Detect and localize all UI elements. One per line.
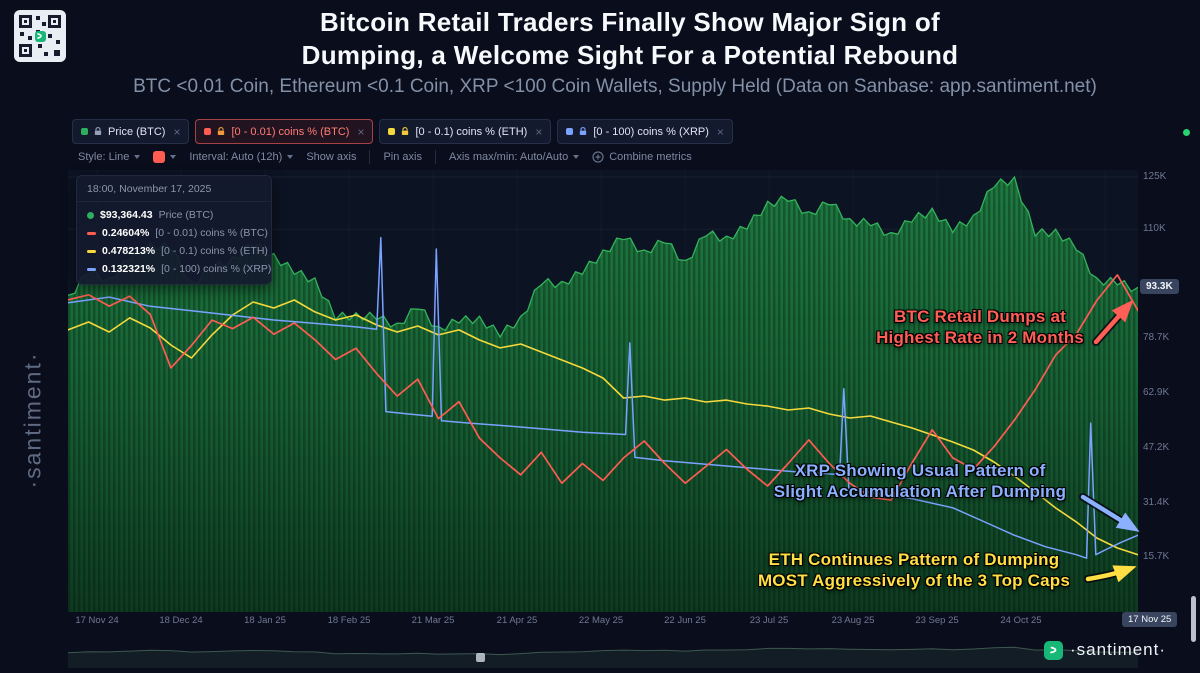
santiment-footer-text: ·santiment·	[1070, 640, 1167, 659]
current-date-badge: 17 Nov 25	[1122, 612, 1178, 627]
tab-label: [0 - 0.01) coins % (BTC)	[231, 125, 350, 138]
divider	[435, 150, 436, 164]
lock-icon	[402, 127, 409, 135]
lock-icon	[94, 127, 102, 135]
btc-series-marker	[87, 231, 96, 235]
metric-color-dot	[566, 128, 574, 135]
color-swatch	[153, 151, 166, 163]
metric-tabs: Price (BTC) × [0 - 0.01) coins % (BTC) ×…	[72, 119, 733, 144]
y-axis-tick: 62.9K	[1143, 387, 1170, 398]
tooltip-row-price: $93,364.43 Price (BTC)	[77, 206, 271, 224]
lock-icon	[218, 127, 225, 135]
annotation-eth-dumping: ETH Continues Pattern of Dumping MOST Ag…	[757, 550, 1071, 590]
y-axis-tick: 15.7K	[1143, 551, 1170, 562]
chevron-down-icon	[134, 155, 141, 159]
tab-xrp-retail-supply[interactable]: [0 - 100) coins % (XRP) ×	[557, 119, 733, 144]
page-title-line2: Dumping, a Welcome Sight For a Potential…	[301, 40, 959, 70]
y-axis-tick: 125K	[1143, 171, 1167, 182]
x-axis-tick: 23 Aug 25	[831, 615, 875, 626]
lock-icon	[580, 127, 587, 135]
close-icon[interactable]: ×	[357, 124, 365, 139]
x-axis-tick: 23 Jul 25	[749, 615, 789, 626]
current-price-badge: 93.3K	[1140, 279, 1179, 294]
combine-metrics-button[interactable]: Combine metrics	[592, 151, 692, 163]
color-picker[interactable]	[153, 151, 177, 163]
vertical-scrollbar[interactable]	[1191, 596, 1196, 642]
annotation-btc-dump: BTC Retail Dumps at Highest Rate in 2 Mo…	[876, 307, 1084, 347]
scrubber-handle[interactable]	[476, 653, 485, 662]
tab-price-btc[interactable]: Price (BTC) ×	[72, 119, 190, 144]
metric-color-dot	[81, 128, 88, 135]
interval-dropdown[interactable]: Interval: Auto (12h)	[189, 151, 294, 163]
y-axis-tick: 47.2K	[1143, 442, 1170, 453]
price-marker	[87, 211, 94, 219]
price-and-supply-chart[interactable]	[68, 170, 1138, 612]
chevron-down-icon	[287, 155, 294, 159]
pin-axis-toggle[interactable]: Pin axis	[383, 151, 422, 163]
x-axis-tick: 22 Jun 25	[664, 615, 706, 626]
qr-code	[14, 10, 66, 62]
style-dropdown[interactable]: Style: Line	[78, 151, 141, 163]
x-axis-tick: 17 Nov 24	[75, 615, 119, 626]
tab-eth-retail-supply[interactable]: [0 - 0.1) coins % (ETH) ×	[379, 119, 552, 144]
x-axis-tick: 18 Jan 25	[244, 615, 286, 626]
santiment-logo-icon	[1044, 640, 1063, 660]
xrp-series-marker	[87, 267, 96, 271]
chart-tooltip: 18:00, November 17, 2025 $93,364.43 Pric…	[76, 175, 272, 285]
tab-btc-retail-supply[interactable]: [0 - 0.01) coins % (BTC) ×	[195, 119, 374, 144]
x-axis-tick: 21 Mar 25	[411, 615, 455, 626]
tooltip-row-xrp: 0.132321% [0 - 100) coins % (XRP)	[77, 260, 271, 278]
chevron-down-icon	[573, 155, 580, 159]
x-axis-tick: 21 Apr 25	[496, 615, 538, 626]
annotation-xrp-accumulation: XRP Showing Usual Pattern of Slight Accu…	[773, 461, 1067, 501]
x-axis-tick: 18 Dec 24	[159, 615, 203, 626]
tooltip-row-eth: 0.478213% [0 - 0.1) coins % (ETH)	[77, 242, 271, 260]
close-icon[interactable]: ×	[173, 124, 181, 139]
tooltip-timestamp: 18:00, November 17, 2025	[77, 176, 271, 202]
santiment-footer-logo: ·santiment·	[1044, 640, 1166, 660]
axis-maxmin-dropdown[interactable]: Axis max/min: Auto/Auto	[449, 151, 580, 163]
chart-toolbar: Style: Line Interval: Auto (12h) Show ax…	[78, 150, 692, 164]
tab-label: Price (BTC)	[108, 125, 166, 138]
chevron-down-icon	[170, 155, 177, 159]
santiment-vertical-logo: ·santiment·	[19, 351, 46, 489]
plus-circle-icon	[592, 151, 604, 163]
live-status-dot	[1183, 129, 1190, 136]
tab-label: [0 - 100) coins % (XRP)	[593, 125, 709, 138]
metric-color-dot	[204, 128, 212, 135]
page-subtitle: BTC <0.01 Coin, Ethereum <0.1 Coin, XRP …	[133, 76, 1097, 97]
x-axis-tick: 18 Feb 25	[327, 615, 371, 626]
show-axis-toggle[interactable]: Show axis	[306, 151, 357, 163]
divider	[369, 150, 371, 164]
y-axis-tick: 31.4K	[1143, 497, 1170, 508]
x-axis-tick: 24 Oct 25	[1000, 615, 1042, 626]
page-title-line1: Bitcoin Retail Traders Finally Show Majo…	[319, 7, 940, 37]
eth-series-marker	[87, 249, 96, 253]
timeline-preview[interactable]	[68, 644, 1138, 668]
y-axis-tick: 110K	[1143, 223, 1166, 234]
close-icon[interactable]: ×	[535, 124, 543, 139]
tooltip-row-btc: 0.24604% [0 - 0.01) coins % (BTC)	[77, 224, 271, 242]
close-icon[interactable]: ×	[716, 124, 724, 139]
metric-color-dot	[388, 128, 396, 135]
x-axis-tick: 22 May 25	[578, 615, 624, 626]
y-axis-tick: 78.7K	[1143, 332, 1170, 343]
tab-label: [0 - 0.1) coins % (ETH)	[415, 125, 528, 138]
x-axis-tick: 23 Sep 25	[915, 615, 959, 626]
